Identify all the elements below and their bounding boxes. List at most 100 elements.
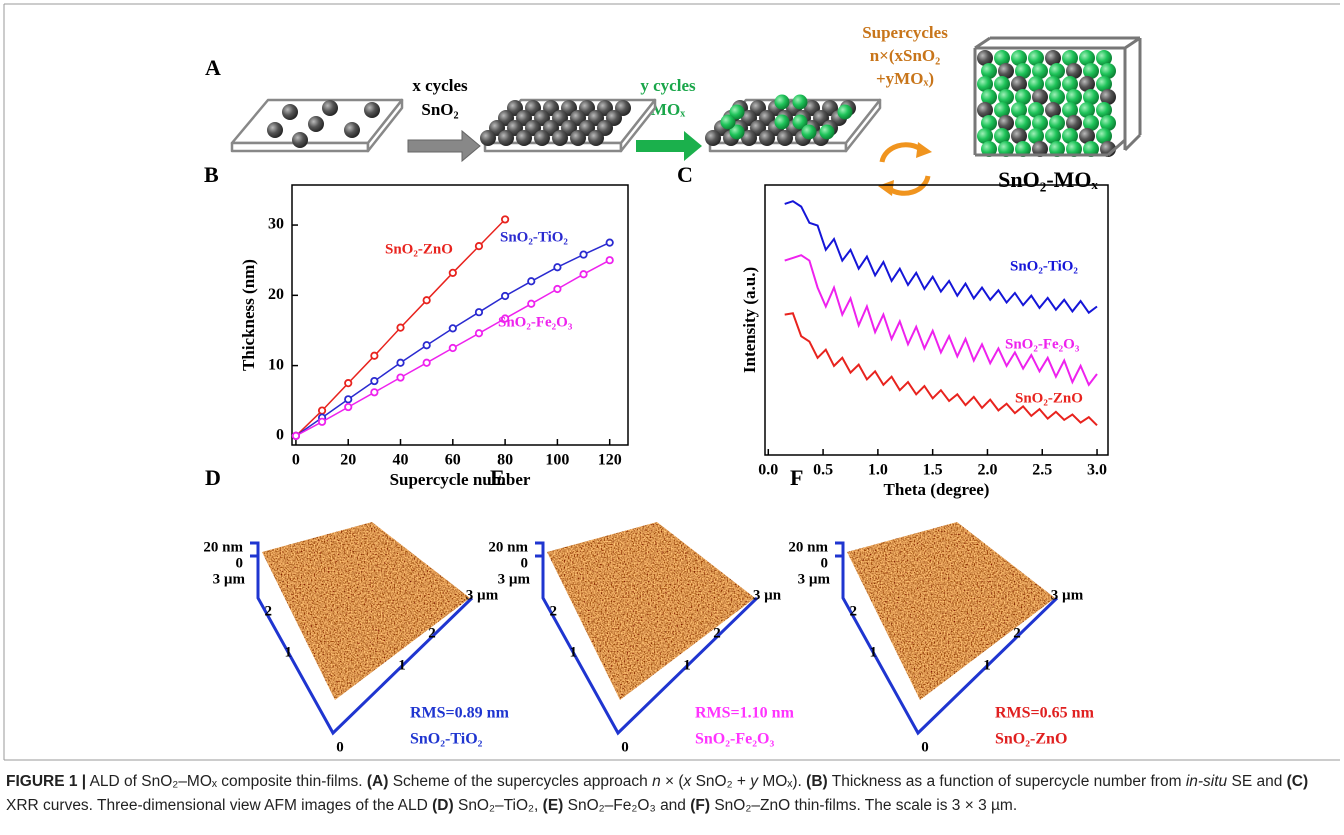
ball <box>777 130 793 146</box>
ball <box>292 132 308 148</box>
x-tick-label: 2.0 <box>977 462 997 479</box>
ball <box>759 130 775 146</box>
rms-label: RMS=0.89 nm <box>410 705 510 722</box>
z-label: 0 <box>236 555 244 571</box>
data-point <box>528 278 534 284</box>
y-label: 3 µm <box>798 571 831 587</box>
caption-text: SnO₂–TiO₂, <box>454 797 543 814</box>
data-point <box>397 374 403 380</box>
y-label: 2 <box>850 603 858 619</box>
caption-text: n <box>652 773 661 790</box>
caption-text: y <box>750 773 758 790</box>
green-ball <box>721 115 736 130</box>
panel-label: A <box>205 55 221 80</box>
x-tick-label: 2.5 <box>1032 462 1052 479</box>
plot-frame <box>292 185 628 445</box>
ball <box>516 130 532 146</box>
caption-text: (C) <box>1287 773 1309 790</box>
series-label: SnO₂-Fe₂O₃ <box>498 314 573 330</box>
x-tick-label: 0.0 <box>758 462 778 479</box>
series-label: SnO₂-TiO₂ <box>500 229 568 245</box>
data-point <box>580 271 586 277</box>
afm-surface <box>262 522 470 700</box>
ball <box>570 130 586 146</box>
data-point <box>423 360 429 366</box>
x-label: 1 <box>983 657 991 673</box>
x-tick-label: 100 <box>545 452 569 469</box>
caption-text: Scheme of the supercycles approach <box>388 773 652 790</box>
y-axis-title: Thickness (nm) <box>239 259 258 371</box>
data-point <box>345 404 351 410</box>
rms-label: RMS=1.10 nm <box>695 705 795 722</box>
x-tick-label: 1.5 <box>923 462 943 479</box>
data-point <box>502 216 508 222</box>
rms-label: RMS=0.65 nm <box>995 705 1095 722</box>
y-tick-label: 10 <box>268 356 284 373</box>
z-label: 20 nm <box>203 539 243 555</box>
x-tick-label: 1.0 <box>868 462 888 479</box>
afm-surface <box>547 522 755 700</box>
afm-surface <box>847 522 1055 700</box>
data-point <box>397 324 403 330</box>
x-label: 3 µm <box>1051 587 1084 603</box>
data-point <box>345 396 351 402</box>
arrow <box>408 131 480 161</box>
caption-text: ALD of SnO₂–MOₓ composite thin-films. <box>86 773 367 790</box>
panel-label: F <box>790 465 803 490</box>
origin-label: 0 <box>621 739 629 755</box>
caption-text: (B) <box>806 773 828 790</box>
data-point <box>371 378 377 384</box>
panel-label: D <box>205 465 221 490</box>
y-tick-label: 30 <box>268 216 284 233</box>
caption-text: FIGURE 1 | <box>6 773 86 790</box>
data-point <box>319 419 325 425</box>
y-label: 1 <box>870 644 878 660</box>
data-point <box>450 345 456 351</box>
origin-label: 0 <box>921 739 929 755</box>
page: A x cycles SnO₂ y cycles MOₓ Supercycles… <box>0 0 1344 835</box>
supercycle-label: n×(xSnO₂ <box>870 46 941 65</box>
ball <box>588 130 604 146</box>
x-label: 2 <box>713 625 721 641</box>
y-axis-title: Intensity (a.u.) <box>740 267 759 373</box>
ball <box>282 104 298 120</box>
caption: FIGURE 1 | ALD of SnO₂–MOₓ composite thi… <box>6 770 1336 818</box>
green-ball <box>793 95 808 110</box>
x-tick-label: 60 <box>445 452 461 469</box>
series-label: SnO₂-TiO₂ <box>1010 258 1078 274</box>
caption-text: Thickness as a function of supercycle nu… <box>828 773 1186 790</box>
x-tick-label: 0.5 <box>813 462 833 479</box>
z-label: 20 nm <box>788 539 828 555</box>
ball <box>534 130 550 146</box>
x-tick-label: 120 <box>598 452 622 469</box>
supercycle-label: Supercycles <box>862 23 948 42</box>
x-label: 3 µn <box>753 587 782 603</box>
caption-text: in-situ <box>1186 773 1227 790</box>
supercycle-label: +yMOₓ) <box>876 69 934 88</box>
z-label: 0 <box>521 555 529 571</box>
caption-text: (E) <box>543 797 564 814</box>
step-label: x cycles <box>412 76 468 95</box>
z-label: 20 nm <box>488 539 528 555</box>
box-edge <box>1125 135 1140 150</box>
z-label: 0 <box>821 555 829 571</box>
caption-text: MOₓ). <box>758 773 806 790</box>
caption-text: SnO₂–Fe₂O₃ and <box>563 797 690 814</box>
sample-label: SnO₂-TiO₂ <box>410 731 483 748</box>
x-label: 3 µm <box>466 587 499 603</box>
caption-text: × ( <box>661 773 684 790</box>
series-label: SnO₂-Fe₂O₃ <box>1005 336 1080 352</box>
ball <box>552 130 568 146</box>
caption-text: (D) <box>432 797 454 814</box>
ball <box>705 130 721 146</box>
green-ball <box>838 105 853 120</box>
data-point <box>528 301 534 307</box>
y-label: 1 <box>570 644 578 660</box>
data-point <box>450 325 456 331</box>
x-label: 2 <box>1013 625 1021 641</box>
sample-label: SnO₂-ZnO <box>995 731 1067 748</box>
x-label: 1 <box>398 657 406 673</box>
data-point <box>580 251 586 257</box>
x-label: 1 <box>683 657 691 673</box>
series-line <box>785 255 1097 385</box>
